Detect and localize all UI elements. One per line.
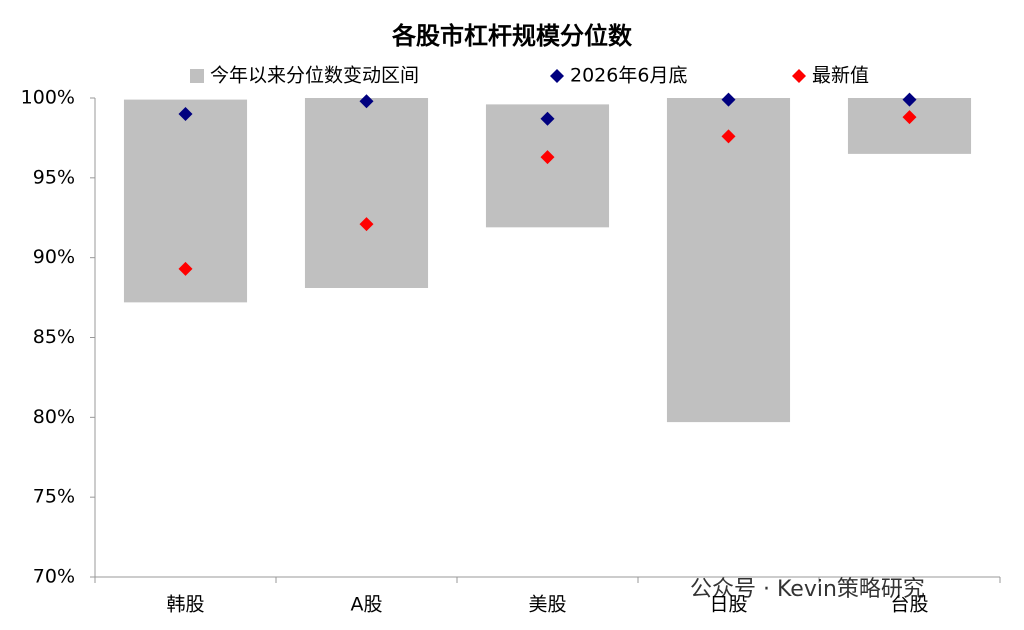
y-tick-label: 70% xyxy=(33,566,75,588)
legend-swatch xyxy=(190,69,204,83)
point xyxy=(721,129,736,144)
legend-label: 最新值 xyxy=(812,65,869,87)
legend-swatch xyxy=(550,69,564,83)
legend-label: 今年以来分位数变动区间 xyxy=(210,65,419,87)
x-tick-label: 美股 xyxy=(528,594,566,616)
range-bar xyxy=(666,98,791,423)
y-tick-label: 90% xyxy=(33,246,75,268)
x-tick-label: A股 xyxy=(351,594,383,616)
y-tick-label: 75% xyxy=(33,486,75,508)
point xyxy=(540,111,555,126)
point xyxy=(178,261,193,276)
y-tick-label: 100% xyxy=(21,87,75,109)
point xyxy=(359,217,374,232)
point xyxy=(721,92,736,107)
range-bar xyxy=(304,98,429,289)
range-bar xyxy=(847,98,972,154)
y-tick-label: 80% xyxy=(33,406,75,428)
point xyxy=(359,94,374,109)
legend-label: 2026年6月底 xyxy=(570,65,687,87)
x-tick-label: 韩股 xyxy=(166,594,204,616)
point xyxy=(902,110,917,125)
x-tick-label: 台股 xyxy=(890,594,928,616)
x-tick-label: 日股 xyxy=(709,594,747,616)
point xyxy=(540,150,555,165)
legend-swatch xyxy=(792,69,806,83)
point xyxy=(178,106,193,121)
y-tick-label: 85% xyxy=(33,326,75,348)
chart-title: 各股市杠杆规模分位数 xyxy=(391,22,633,50)
point xyxy=(902,92,917,107)
watermark: 公众号 · Kevin策略研究 xyxy=(690,577,925,602)
y-tick-label: 95% xyxy=(33,166,75,188)
